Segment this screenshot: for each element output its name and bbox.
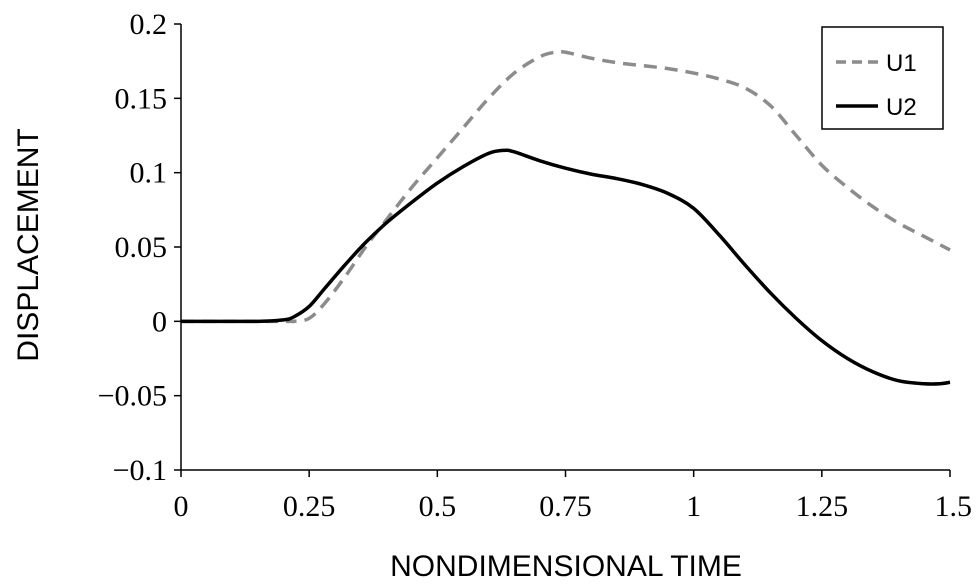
y-tick-label: −0.05: [98, 380, 167, 413]
x-tick-label: 0: [174, 490, 189, 523]
x-axis-title: NONDIMENSIONAL TIME: [390, 550, 742, 583]
y-tick-label: −0.1: [113, 454, 167, 487]
series-line-u1: [181, 49, 951, 324]
axes: 0.20.150.10.050−0.05−0.10 0.25 0.5 0.75 1 1.2…: [98, 8, 972, 523]
y-tick-label: 0: [152, 305, 167, 338]
x-tick-label: 1.25: [796, 490, 849, 523]
y-axis-title: DISPLACEMENT: [12, 128, 45, 361]
series-layer: [180, 49, 951, 386]
legend: U1 U2: [821, 26, 944, 130]
y-tick-label: 0.15: [115, 82, 168, 115]
legend-label-u2: U2: [886, 94, 917, 121]
x-tick-label: 0.75: [539, 490, 592, 523]
y-tick-label: 0.05: [115, 231, 168, 264]
legend-label-u1: U1: [886, 50, 917, 77]
x-tick-label: 0.5: [419, 490, 457, 523]
y-tick-label: 0.1: [130, 157, 168, 190]
x-tick-label: 1: [686, 490, 701, 523]
legend-box: [821, 26, 944, 130]
series-line-u2: [180, 148, 951, 386]
x-tick-label: 1.5: [935, 490, 973, 523]
x-tick-label: 0.25: [283, 490, 336, 523]
y-tick-label: 0.2: [130, 8, 168, 41]
